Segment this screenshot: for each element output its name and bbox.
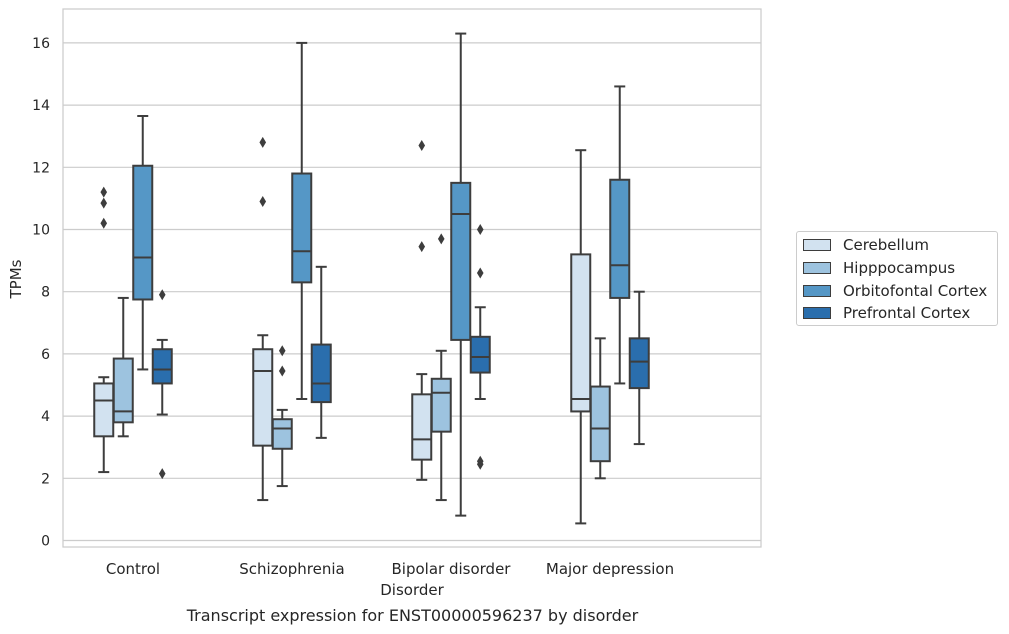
outlier-point	[259, 196, 267, 208]
y-tick-label-14: 14	[32, 98, 50, 114]
outlier-point	[100, 197, 108, 209]
x-tick-label-control: Control	[106, 560, 160, 578]
outlier-point	[476, 267, 484, 279]
box-iqr	[132, 164, 154, 301]
box-iqr	[450, 181, 472, 341]
box-hipppocampus-control	[112, 296, 134, 438]
outlier-point	[476, 455, 484, 467]
outlier-point	[278, 365, 286, 377]
outlier-point	[158, 468, 166, 480]
box-orbitofontal-cortex-bipolar-disorder	[450, 32, 472, 517]
outlier-point	[158, 289, 166, 301]
box-iqr	[271, 418, 293, 450]
x-tick-label-bipolar-disorder: Bipolar disorder	[392, 560, 512, 578]
box-iqr	[589, 385, 611, 463]
y-tick-label-12: 12	[32, 160, 50, 176]
box-iqr	[430, 377, 452, 433]
legend-label-cerebellum: Cerebellum	[843, 236, 929, 254]
box-iqr	[112, 357, 134, 424]
outlier-point	[418, 241, 426, 253]
box-iqr	[252, 348, 274, 447]
x-axis-label: Disorder	[380, 581, 444, 599]
box-cerebellum-control	[93, 186, 115, 474]
outlier-point	[100, 217, 108, 229]
legend-swatch-prefrontal	[803, 307, 831, 319]
legend-item-orbitofrontal: Orbitofontal Cortex	[803, 281, 987, 301]
outlier-point	[418, 140, 426, 152]
x-tick-label-schizophrenia: Schizophrenia	[239, 560, 344, 578]
box-hipppocampus-major-depression	[589, 337, 611, 480]
box-iqr	[151, 348, 173, 385]
box-iqr	[411, 393, 433, 461]
outlier-point	[278, 345, 286, 357]
legend-item-prefrontal: Prefrontal Cortex	[803, 303, 970, 323]
box-cerebellum-schizophrenia	[252, 136, 274, 502]
legend-swatch-cerebellum	[803, 239, 831, 251]
x-tick-labels: Control Schizophrenia Bipolar disorder Majo…	[106, 560, 674, 578]
box-iqr	[609, 178, 631, 299]
box-iqr	[469, 335, 491, 374]
legend: Cerebellum Hipppocampus Orbitofontal Cor…	[796, 231, 998, 326]
box-iqr	[291, 172, 313, 284]
box-series	[93, 32, 650, 525]
box-cerebellum-bipolar-disorder	[411, 140, 433, 481]
box-prefrontal-cortex-control	[151, 289, 173, 480]
outlier-point	[476, 224, 484, 235]
box-prefrontal-cortex-bipolar-disorder	[469, 224, 491, 470]
x-tick-label-major-depression: Major depression	[546, 560, 674, 578]
box-orbitofontal-cortex-control	[132, 114, 154, 371]
legend-label-orbitofrontal: Orbitofontal Cortex	[843, 282, 988, 300]
plot-area	[62, 8, 762, 548]
legend-swatch-orbitofrontal	[803, 285, 831, 297]
figure-caption: Transcript expression for ENST0000059623…	[186, 606, 639, 625]
outlier-point	[437, 233, 445, 245]
grid-lines	[63, 42, 761, 542]
box-cerebellum-major-depression	[570, 149, 592, 525]
y-tick-label-8: 8	[41, 285, 50, 301]
box-hipppocampus-bipolar-disorder	[430, 233, 452, 502]
legend-label-hippocampus: Hipppocampus	[843, 259, 956, 277]
box-orbitofontal-cortex-major-depression	[609, 85, 631, 385]
outlier-point	[100, 186, 108, 198]
box-orbitofontal-cortex-schizophrenia	[291, 41, 313, 400]
box-hipppocampus-schizophrenia	[271, 345, 293, 488]
y-tick-label-10: 10	[32, 223, 50, 239]
y-tick-label-0: 0	[41, 534, 50, 550]
legend-label-prefrontal: Prefrontal Cortex	[843, 304, 971, 322]
outlier-point	[259, 136, 267, 148]
y-tick-labels: 0 2 4 6 8 10 12 14 16	[32, 36, 50, 550]
box-iqr	[310, 343, 332, 404]
box-iqr	[628, 337, 650, 390]
box-iqr	[570, 253, 592, 413]
legend-item-cerebellum: Cerebellum	[803, 235, 929, 255]
y-tick-label-4: 4	[41, 409, 50, 425]
box-prefrontal-cortex-schizophrenia	[310, 265, 332, 439]
legend-swatch-hippocampus	[803, 262, 831, 274]
y-tick-label-2: 2	[41, 471, 50, 487]
y-tick-label-6: 6	[41, 347, 50, 363]
box-iqr	[93, 382, 115, 438]
y-axis-label: TPMs	[7, 259, 25, 299]
y-tick-label-16: 16	[32, 36, 50, 52]
box-prefrontal-cortex-major-depression	[628, 290, 650, 446]
legend-item-hippocampus: Hipppocampus	[803, 258, 955, 278]
